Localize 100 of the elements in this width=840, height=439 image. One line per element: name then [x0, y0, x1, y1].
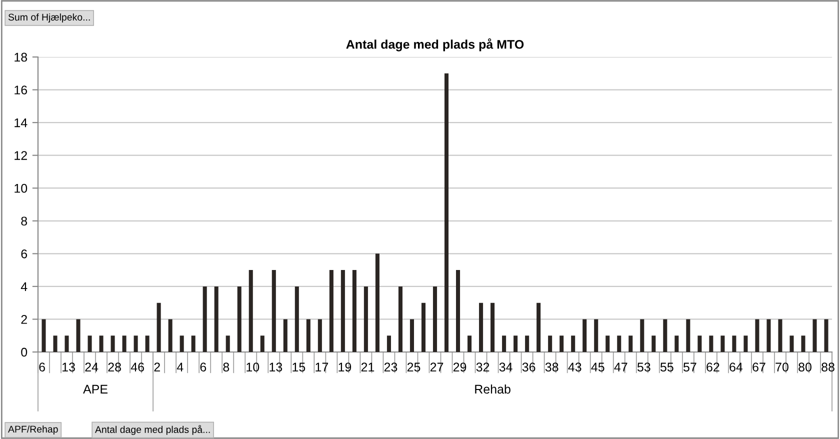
bar — [318, 319, 322, 352]
x-tick-label: 10 — [246, 362, 260, 372]
x-tick-label: 88 — [822, 362, 834, 372]
x-tick-label: 32 — [476, 362, 490, 372]
x-tick-label: 80 — [798, 362, 812, 372]
bar — [375, 254, 380, 352]
x-tick-label: 25 — [407, 362, 420, 372]
y-tick-label: 10 — [14, 184, 28, 193]
bar — [306, 319, 310, 352]
bar — [490, 302, 495, 352]
bar — [617, 336, 622, 352]
x-tick-label: 19 — [338, 362, 352, 372]
bar — [594, 319, 598, 352]
text: Rehab — [475, 384, 510, 394]
bar — [444, 73, 449, 352]
bar — [99, 336, 104, 352]
bar — [686, 319, 690, 352]
x-tick-label: 43 — [568, 362, 582, 372]
bar — [410, 319, 414, 352]
y-tick-label: 6 — [21, 249, 28, 258]
x-tick-label: 45 — [591, 362, 604, 372]
bar — [514, 336, 518, 352]
y-tick-label: 0 — [21, 348, 28, 357]
text: Antal dage med plads på... — [95, 425, 210, 435]
bar — [180, 336, 184, 352]
bar — [64, 336, 69, 352]
text: APF/Rehap — [8, 425, 58, 435]
bar — [560, 336, 564, 352]
bar — [536, 302, 541, 352]
x-tick-label: 17 — [316, 362, 328, 372]
bar — [674, 336, 679, 352]
x-tick-label: 24 — [85, 362, 98, 372]
x-tick-label: 64 — [730, 362, 743, 372]
x-tick-label: 13 — [270, 362, 282, 372]
bar — [294, 286, 299, 352]
x-tick-label: 46 — [130, 362, 144, 372]
y-tick-label: 18 — [14, 52, 28, 62]
bar — [582, 319, 587, 352]
bar — [663, 319, 668, 352]
bar — [88, 336, 92, 352]
x-tick-label: 47 — [614, 362, 628, 372]
y-tick-label: 14 — [14, 118, 28, 128]
bar — [340, 270, 345, 352]
bar — [652, 336, 656, 352]
chart-title: Antal dage med plads på MTO — [346, 38, 524, 52]
bar — [628, 336, 633, 352]
bar — [202, 286, 207, 352]
bar — [214, 286, 218, 352]
bar — [571, 336, 576, 352]
x-tick-label: 6 — [39, 362, 45, 372]
bar — [698, 336, 702, 352]
bar — [468, 336, 472, 352]
bar — [260, 336, 264, 352]
bar — [134, 336, 138, 352]
y-tick-label: 4 — [20, 282, 28, 291]
bar — [456, 270, 460, 352]
x-tick-label: 27 — [430, 362, 444, 372]
bar — [364, 286, 368, 352]
bar — [812, 319, 817, 352]
bar — [110, 336, 115, 352]
x-tick-label: 21 — [361, 362, 374, 372]
bar — [156, 302, 161, 352]
bar — [283, 319, 288, 352]
bar — [548, 336, 552, 352]
x-tick-label: 13 — [62, 362, 75, 372]
bar — [744, 336, 748, 352]
bar — [226, 336, 230, 352]
bar — [709, 336, 714, 352]
bar — [237, 286, 242, 352]
y-tick-label: 16 — [14, 86, 28, 94]
bar — [168, 319, 172, 352]
x-tick-label: 57 — [683, 362, 696, 372]
bar — [432, 286, 438, 352]
bar — [122, 336, 126, 352]
x-tick-label: 28 — [108, 362, 121, 372]
x-tick-label: 4 — [176, 362, 184, 372]
y-tick-label: 8 — [21, 216, 28, 226]
bar — [42, 319, 46, 352]
bar — [386, 336, 391, 352]
bar — [755, 319, 760, 352]
bar — [640, 319, 644, 352]
text: APE — [83, 384, 108, 394]
bar — [421, 302, 426, 352]
x-tick-label: 15 — [292, 362, 306, 372]
bar — [766, 319, 771, 352]
text: Sum of Hjælpeko... — [8, 13, 90, 23]
bar — [53, 336, 58, 352]
y-tick-label: 12 — [14, 151, 27, 160]
x-tick-label: 6 — [200, 362, 206, 372]
x-tick-label: 2 — [154, 362, 160, 372]
x-tick-label: 55 — [660, 362, 674, 372]
x-tick-label: 36 — [522, 362, 536, 372]
bar — [479, 302, 484, 352]
y-tick-label: 2 — [21, 315, 27, 324]
x-tick-label: 70 — [776, 362, 788, 372]
bar — [272, 270, 276, 352]
x-tick-label: 29 — [453, 362, 466, 372]
x-tick-label: 23 — [384, 362, 398, 372]
bar — [145, 336, 150, 352]
bar — [525, 336, 530, 352]
